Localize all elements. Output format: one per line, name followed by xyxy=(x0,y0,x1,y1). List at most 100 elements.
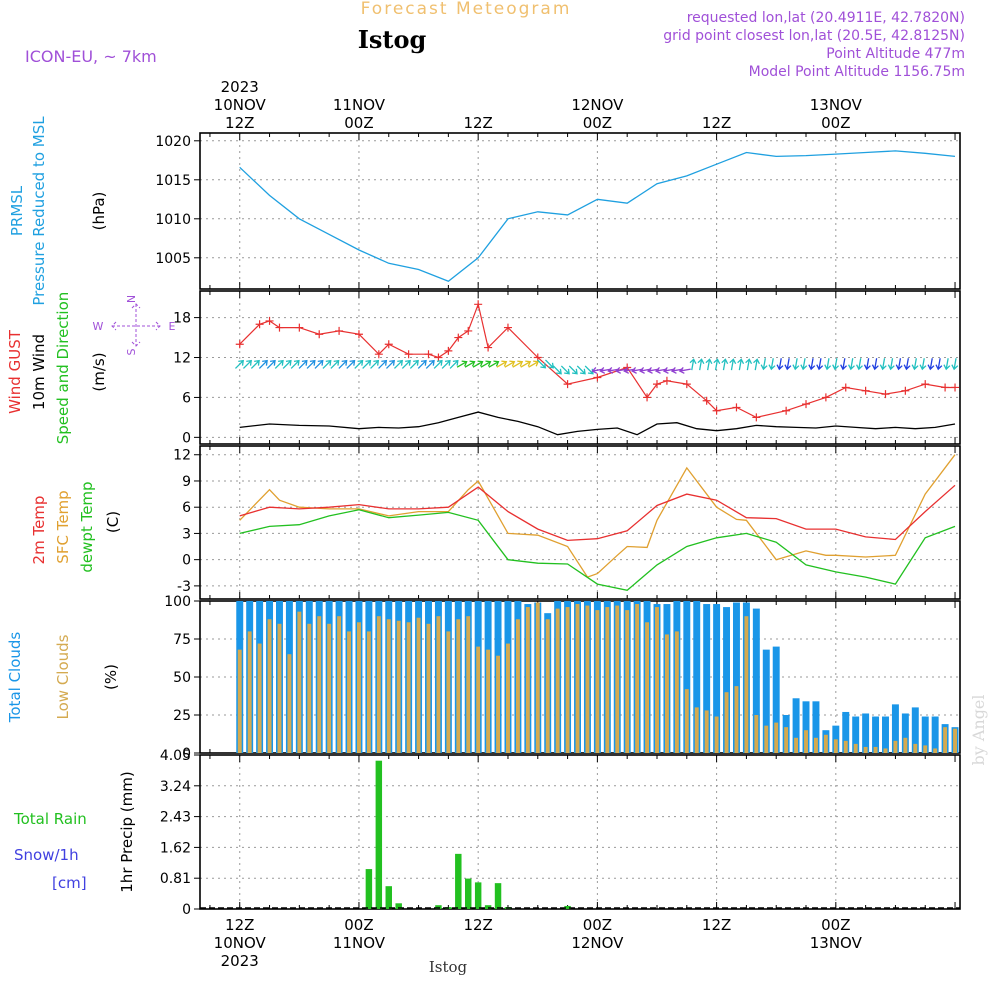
arrow-shape xyxy=(935,358,943,371)
compass-arrows xyxy=(111,303,161,347)
wind-direction-arrow xyxy=(290,359,300,369)
low-cloud-bar xyxy=(535,602,540,753)
total-cloud-bar xyxy=(693,601,701,753)
top-time-label: 12Z xyxy=(702,114,731,132)
wind-direction-arrow xyxy=(472,360,484,368)
top-time-label: 00Z xyxy=(821,114,850,132)
gust-point xyxy=(752,413,761,422)
arrow-shape xyxy=(855,358,863,371)
panel-clouds: 0 25 50 75 100 xyxy=(164,594,961,762)
low-cloud-bar xyxy=(307,623,312,753)
low-cloud-bar xyxy=(446,631,451,753)
arrow-shape xyxy=(895,358,903,371)
low-cloud-bar xyxy=(347,631,351,753)
low-cloud-bar xyxy=(605,607,610,753)
gust-point xyxy=(404,350,413,359)
low-cloud-bar xyxy=(406,622,411,753)
pressure-label-short: PRMSL xyxy=(8,185,26,236)
gust-point xyxy=(662,376,671,385)
wind-direction-arrow xyxy=(393,359,404,369)
gust-point xyxy=(881,390,890,399)
total-cloud-bar xyxy=(901,713,909,753)
wind-direction-arrow xyxy=(745,358,753,371)
wind-direction-arrow xyxy=(903,358,911,371)
wind-direction-arrow xyxy=(441,359,451,369)
y-tick-label: 3.24 xyxy=(160,779,191,795)
low-cloud-bar xyxy=(496,655,500,753)
compass-n: N xyxy=(125,295,138,303)
wind-speed-line xyxy=(239,411,956,436)
panel-precip: 0 0.81 1.62 2.43 3.24 4.05 xyxy=(160,748,961,918)
y-tick-label: 0.81 xyxy=(160,871,191,887)
wind-direction-arrow xyxy=(520,360,532,368)
arrow-shape xyxy=(314,359,324,369)
gust-point xyxy=(374,350,383,359)
low-cloud-bar xyxy=(704,710,709,753)
arrow-shape xyxy=(488,360,500,368)
low-cloud-bar xyxy=(953,728,957,753)
grid-point-coords: grid point closest lon,lat (20.5E, 42.81… xyxy=(663,28,965,44)
gust-point xyxy=(295,323,304,332)
low-cloud-bar xyxy=(784,727,789,753)
arrow-shape xyxy=(520,360,532,368)
arrow-shape xyxy=(266,359,276,369)
low-cloud-bar xyxy=(327,623,332,753)
wind-direction-arrow xyxy=(705,358,713,371)
arrow-shape xyxy=(537,359,547,369)
gust-point xyxy=(643,393,652,402)
gust-point xyxy=(682,380,691,389)
forecast-title: Forecast Meteogram xyxy=(361,0,572,19)
panel-wind: 0 6 12 18 xyxy=(173,290,961,446)
low-cloud-bar xyxy=(317,616,322,753)
rain-bar xyxy=(484,905,492,909)
low-cloud-bar xyxy=(247,631,252,753)
gust-point xyxy=(315,330,324,339)
low-cloud-bar xyxy=(893,740,898,753)
y-tick-label: 0 xyxy=(182,553,191,569)
wind-direction-arrow xyxy=(417,359,427,369)
wind-label: 10m Wind xyxy=(30,334,48,410)
top-time-label: 12Z xyxy=(463,114,492,132)
arrow-shape xyxy=(721,358,729,371)
low-cloud-bar xyxy=(923,745,928,753)
wind-direction-arrow xyxy=(274,359,284,369)
total-cloud-bar xyxy=(732,602,740,753)
wind-direction-arrow xyxy=(919,358,927,371)
gust-point xyxy=(444,346,453,355)
arrow-shape xyxy=(370,359,380,369)
low-cloud-bar xyxy=(843,740,848,753)
total-cloud-bar xyxy=(852,716,860,753)
arrow-shape xyxy=(879,358,887,371)
arrow-shape xyxy=(737,358,745,371)
wind-direction-arrow xyxy=(824,358,832,371)
arrow-shape xyxy=(258,359,268,369)
low-cloud-bar xyxy=(664,634,669,753)
rain-bar xyxy=(455,853,462,909)
direction-label: Speed and Direction xyxy=(54,292,72,445)
arrow-shape xyxy=(576,365,586,375)
gust-point xyxy=(941,383,950,392)
model-altitude: Model Point Altitude 1156.75m xyxy=(749,64,965,80)
sfc-temp-label: SFC Temp xyxy=(54,490,72,563)
low-cloud-bar xyxy=(655,607,659,753)
cloud-bars xyxy=(236,601,959,753)
wind-direction-arrow xyxy=(370,359,380,369)
bottom-time-label: 00Z xyxy=(344,916,373,934)
low-cloud-bar xyxy=(575,604,580,753)
arrow-shape xyxy=(456,360,468,368)
wind-direction-arrow xyxy=(464,360,476,368)
arrow-shape xyxy=(401,359,411,369)
wind-direction-arrow xyxy=(266,359,276,369)
low-cloud-bar xyxy=(337,616,342,753)
wind-direction-arrow xyxy=(528,360,540,368)
gust-point xyxy=(782,406,791,415)
wind-direction-arrow xyxy=(768,358,776,371)
arrow-shape xyxy=(330,359,340,369)
y-tick-label: 6 xyxy=(182,390,191,406)
arrow-shape xyxy=(816,358,824,371)
y-tick-label: 100 xyxy=(164,594,191,610)
gust-point xyxy=(275,323,284,332)
clouds-unit: (%) xyxy=(102,664,120,690)
wind-direction-arrow xyxy=(537,359,547,369)
gust-point xyxy=(652,380,661,389)
